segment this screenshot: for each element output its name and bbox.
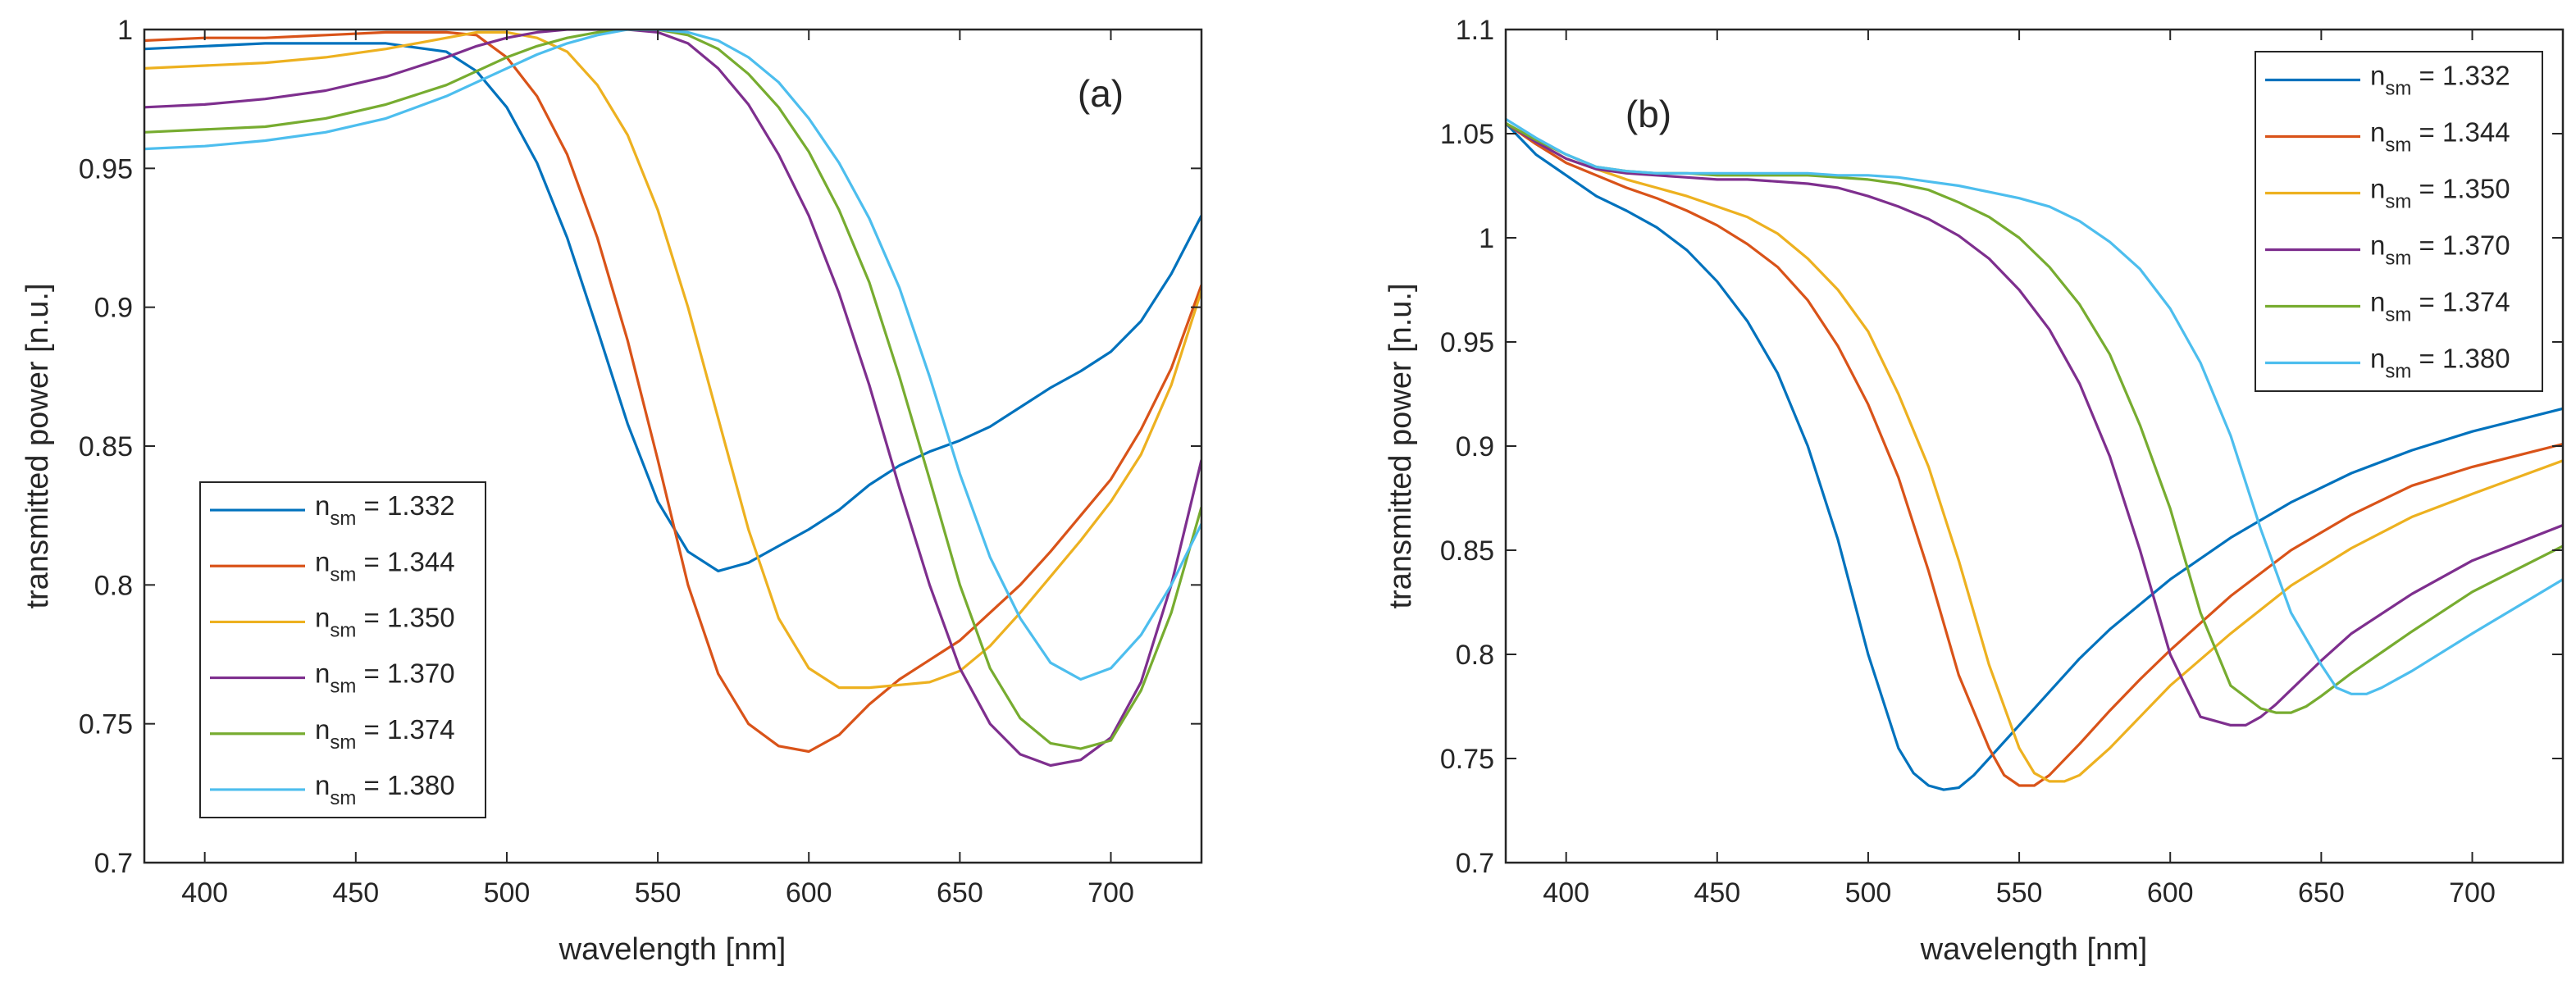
- legend-entry-5: nsm = 1.374: [2265, 287, 2510, 326]
- x-tick-label: 500: [1845, 877, 1892, 909]
- series-layer-a: [144, 30, 1201, 768]
- x-axis-label-a: wavelength [nm]: [559, 932, 786, 967]
- legend-label: nsm = 1.374: [315, 714, 455, 754]
- legend-box-b: [2255, 51, 2543, 392]
- legend-label: nsm = 1.380: [2370, 344, 2510, 383]
- legend-entry-6: nsm = 1.380: [2265, 344, 2510, 383]
- series-line-6: [144, 30, 1201, 681]
- x-tick-label: 600: [2147, 877, 2194, 909]
- panel-label-b: (b): [1625, 93, 1671, 135]
- legend-entry-2: nsm = 1.344: [2265, 117, 2510, 157]
- legend-entry-3: nsm = 1.350: [2265, 174, 2510, 213]
- legend-entry-6: nsm = 1.380: [210, 770, 455, 809]
- legend-entry-1: nsm = 1.332: [2265, 61, 2510, 100]
- y-tick-label: 0.9: [1456, 431, 1494, 462]
- legend-entry-2: nsm = 1.344: [210, 546, 455, 585]
- legend-entry-5: nsm = 1.374: [210, 714, 455, 754]
- x-tick-label: 450: [332, 877, 379, 909]
- legend-entries-a: nsm = 1.332 nsm = 1.344 nsm = 1.350 nsm = 1…: [210, 490, 455, 809]
- y-tick-label: 0.95: [79, 153, 133, 184]
- legend-label: nsm = 1.380: [315, 770, 455, 809]
- ticks-layer-a: 400 450 500 550 600 650 700 0.7 0.75 0.8 0.85 0.9 0.…: [79, 15, 1201, 909]
- legend-entry-4: nsm = 1.370: [210, 658, 455, 698]
- legend-label: nsm = 1.350: [2370, 174, 2510, 213]
- y-tick-label: 0.75: [79, 709, 133, 740]
- y-tick-label: 0.9: [94, 293, 133, 324]
- axes-box-a: [143, 28, 1203, 864]
- series-line-1: [1506, 122, 2563, 791]
- series-line-6: [1506, 117, 2563, 695]
- x-tick-label: 400: [1543, 877, 1589, 909]
- legend-label: nsm = 1.374: [2370, 287, 2510, 326]
- series-line-2: [144, 30, 1201, 754]
- y-tick-label: 0.95: [1440, 327, 1494, 358]
- legend-entry-3: nsm = 1.350: [210, 602, 455, 641]
- legend-entry-4: nsm = 1.370: [2265, 230, 2510, 270]
- legend-label: nsm = 1.370: [315, 658, 455, 698]
- legend-label: nsm = 1.344: [315, 546, 455, 585]
- legend-entries-b: nsm = 1.332 nsm = 1.344 nsm = 1.350 nsm = 1…: [2265, 61, 2510, 383]
- y-tick-label: 0.85: [79, 431, 133, 462]
- x-tick-label: 500: [484, 877, 531, 909]
- y-tick-label: 0.8: [1456, 640, 1494, 671]
- y-tick-label: 0.8: [94, 570, 133, 601]
- x-tick-label: 550: [635, 877, 682, 909]
- legend-label: nsm = 1.332: [315, 490, 455, 530]
- x-tick-label: 400: [181, 877, 228, 909]
- x-tick-label: 600: [786, 877, 832, 909]
- y-axis-label-b: transmitted power [n.u.]: [1384, 283, 1418, 608]
- legend-b: nsm = 1.332 nsm = 1.344 nsm = 1.350 nsm = 1…: [2255, 51, 2543, 392]
- x-tick-label: 650: [937, 877, 983, 909]
- series-line-4: [144, 30, 1201, 768]
- y-tick-label: 0.75: [1440, 744, 1494, 775]
- series-line-1: [144, 42, 1201, 573]
- legend-label: nsm = 1.350: [315, 602, 455, 641]
- legend-label: nsm = 1.344: [2370, 117, 2510, 157]
- series-line-3: [1506, 121, 2563, 783]
- series-line-3: [144, 30, 1201, 690]
- x-tick-label: 550: [1996, 877, 2043, 909]
- legend-entry-1: nsm = 1.332: [210, 490, 455, 530]
- series-line-4: [1506, 121, 2563, 727]
- x-tick-label: 450: [1694, 877, 1740, 909]
- legend-label: nsm = 1.332: [2370, 61, 2510, 100]
- y-tick-label: 1: [1479, 223, 1494, 254]
- ticks-layer-b: 400 450 500 550 600 650 700 0.7 0.75 0.8 0.85 0.9 0.…: [1440, 15, 2563, 909]
- y-tick-label: 1: [117, 15, 133, 46]
- y-tick-label: 1.05: [1440, 119, 1494, 150]
- series-line-2: [1506, 121, 2563, 787]
- legend-a: nsm = 1.332 nsm = 1.344 nsm = 1.350 nsm = 1…: [199, 481, 486, 818]
- legend-box-a: [199, 481, 486, 818]
- y-axis-label-a: transmitted power [n.u.]: [21, 283, 55, 608]
- axes-box-b: [1504, 28, 2565, 864]
- y-tick-label: 1.1: [1456, 15, 1494, 46]
- series-line-5: [144, 30, 1201, 750]
- series-layer-b: [1506, 117, 2563, 791]
- y-tick-label: 0.7: [94, 848, 133, 879]
- chart-panel-b: 400 450 500 550 600 650 700 0.7 0.75 0.8 0.85 0.9 0.…: [1384, 15, 2565, 967]
- x-tick-label: 650: [2298, 877, 2345, 909]
- x-axis-label-b: wavelength [nm]: [1920, 932, 2148, 967]
- y-tick-label: 0.85: [1440, 535, 1494, 567]
- chart-panel-a: 400 450 500 550 600 650 700 0.7 0.75 0.8 0.85 0.9 0.…: [21, 15, 1203, 967]
- x-tick-label: 700: [2449, 877, 2496, 909]
- panel-label-a: (a): [1078, 72, 1124, 115]
- x-tick-label: 700: [1087, 877, 1134, 909]
- legend-label: nsm = 1.370: [2370, 230, 2510, 270]
- y-tick-label: 0.7: [1456, 848, 1494, 879]
